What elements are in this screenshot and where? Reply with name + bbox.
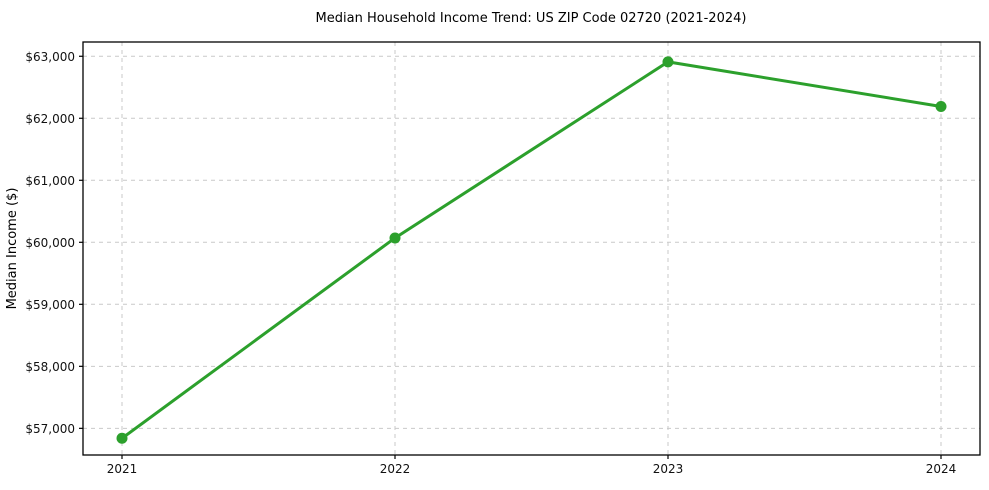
x-tick-label: 2021	[107, 462, 138, 476]
plot-area: $57,000 $58,000 $59,000 $60,000 $61,000 $62,0…	[25, 41, 981, 476]
chart-title: Median Household Income Trend: US ZIP Co…	[316, 11, 747, 26]
y-tick-label: $60,000	[25, 236, 75, 250]
x-tick-label: 2024	[926, 462, 957, 476]
y-tick-label: $61,000	[25, 174, 75, 188]
y-axis-label: Median Income ($)	[5, 188, 20, 310]
y-tick-label: $62,000	[25, 112, 75, 126]
y-tick-label: $59,000	[25, 298, 75, 312]
data-point-2021	[116, 432, 128, 444]
data-point-2023	[662, 56, 674, 68]
y-tick-label: $57,000	[25, 422, 75, 436]
plot-border	[82, 41, 981, 456]
x-tick-label: 2023	[653, 462, 684, 476]
trend-line	[120, 60, 943, 440]
data-point-2022	[389, 232, 401, 244]
y-tick-label: $58,000	[25, 360, 75, 374]
x-tick-label: 2022	[380, 462, 411, 476]
y-tick-label: $63,000	[25, 50, 75, 64]
data-point-2024	[935, 100, 947, 112]
